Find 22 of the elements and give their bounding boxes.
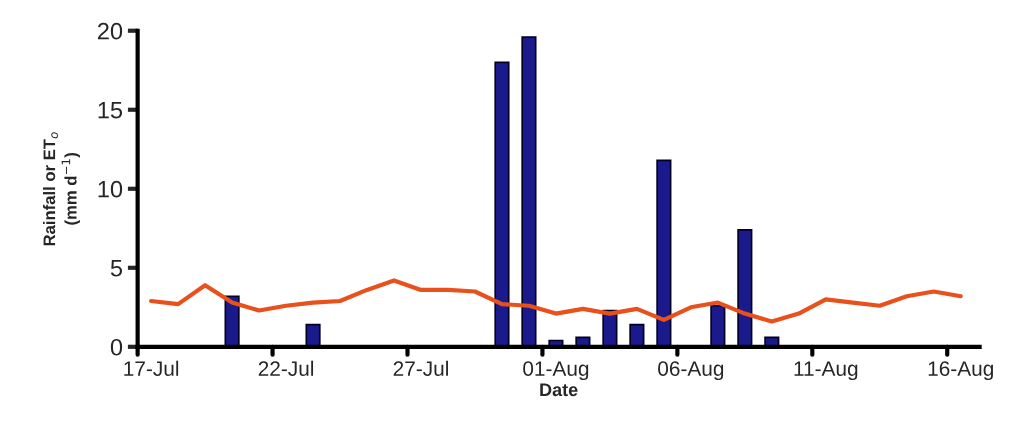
x-tick-label: 22-Jul [258,360,314,376]
y-tick-label: 5 [110,260,123,277]
x-tick-label: 06-Aug [658,361,724,381]
bar [629,323,645,347]
bar [710,304,726,347]
bar [305,323,321,347]
x-tick-label: 16-Aug [928,361,993,381]
y-tick-label: 10 [98,180,123,198]
bar [494,61,510,347]
bar [521,36,537,347]
text: Rainfall or ET$_{o}$ (mm d$^{−1}$) [43,132,80,246]
y-tick-label: 0 [110,338,123,356]
x-tick-label: 17-Jul [124,360,179,376]
y-tick-label: 20 [97,22,123,40]
x-tick-label: 27-Jul [393,360,448,376]
x-tick-label: 01-Aug [523,361,589,381]
y-tick-label: 15 [98,102,123,119]
x-axis-title: Date [540,383,578,397]
bar [656,159,672,347]
line-series [149,278,963,324]
bar [737,229,753,347]
x-tick-label: 11-Aug [794,361,858,381]
